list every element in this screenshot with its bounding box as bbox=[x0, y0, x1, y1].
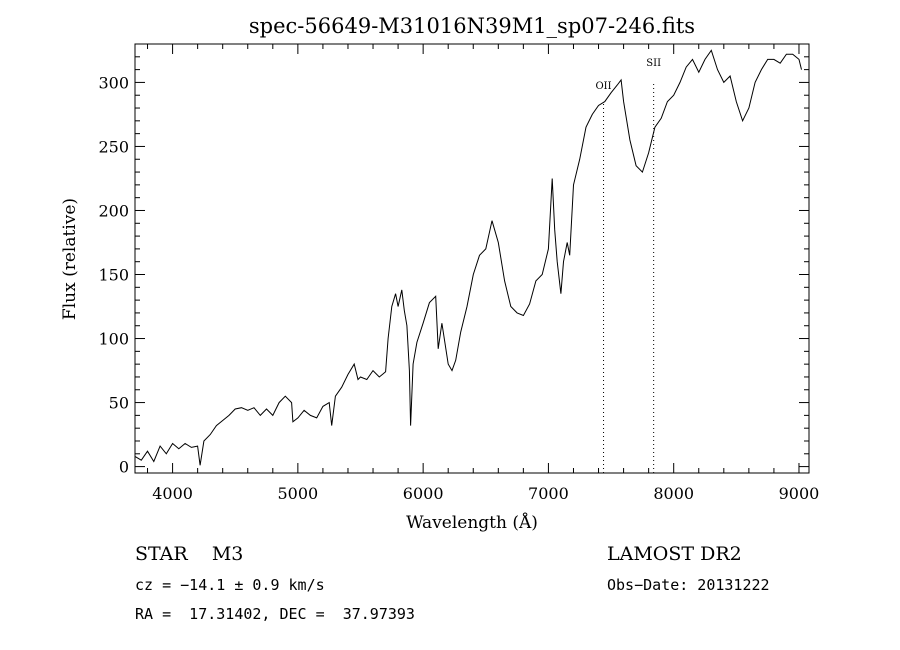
y-tick-label: 200 bbox=[98, 201, 129, 220]
y-tick-label: 300 bbox=[98, 73, 129, 92]
y-tick-label: 250 bbox=[98, 137, 129, 156]
x-tick-label: 4000 bbox=[152, 484, 193, 503]
axis-ticks bbox=[135, 44, 809, 473]
chart-title: spec-56649-M31016N39M1_sp07-246.fits bbox=[249, 14, 695, 38]
survey-name: LAMOST DR2 bbox=[607, 543, 742, 565]
axis-tick-labels: 4000 5000 6000 7000 8000 9000 0 50 100 150 200 250 3… bbox=[98, 73, 819, 503]
x-tick-label: 6000 bbox=[403, 484, 444, 503]
y-tick-label: 0 bbox=[119, 458, 129, 477]
y-tick-label: 100 bbox=[98, 330, 129, 349]
x-tick-label: 8000 bbox=[653, 484, 694, 503]
y-tick-label: 50 bbox=[109, 394, 129, 413]
observation-date: Obs−Date: 20131222 bbox=[607, 576, 770, 594]
object-class: STAR M3 bbox=[135, 543, 243, 565]
redshift-velocity: cz = −14.1 ± 0.9 km/s bbox=[135, 576, 325, 594]
annotation-label: SII bbox=[646, 58, 661, 69]
annotation-label: OII bbox=[595, 81, 611, 92]
x-axis-label: Wavelength (Å) bbox=[406, 512, 538, 533]
plot-frame bbox=[134, 43, 810, 474]
x-tick-label: 5000 bbox=[278, 484, 319, 503]
y-axis-label: Flux (relative) bbox=[60, 198, 80, 320]
sky-coordinates: RA = 17.31402, DEC = 37.97393 bbox=[135, 605, 415, 623]
spectrum-line bbox=[134, 49, 802, 466]
y-tick-label: 150 bbox=[98, 266, 129, 285]
x-tick-label: 9000 bbox=[779, 484, 820, 503]
line-annotations: OII SII bbox=[595, 58, 661, 473]
x-tick-label: 7000 bbox=[528, 484, 569, 503]
